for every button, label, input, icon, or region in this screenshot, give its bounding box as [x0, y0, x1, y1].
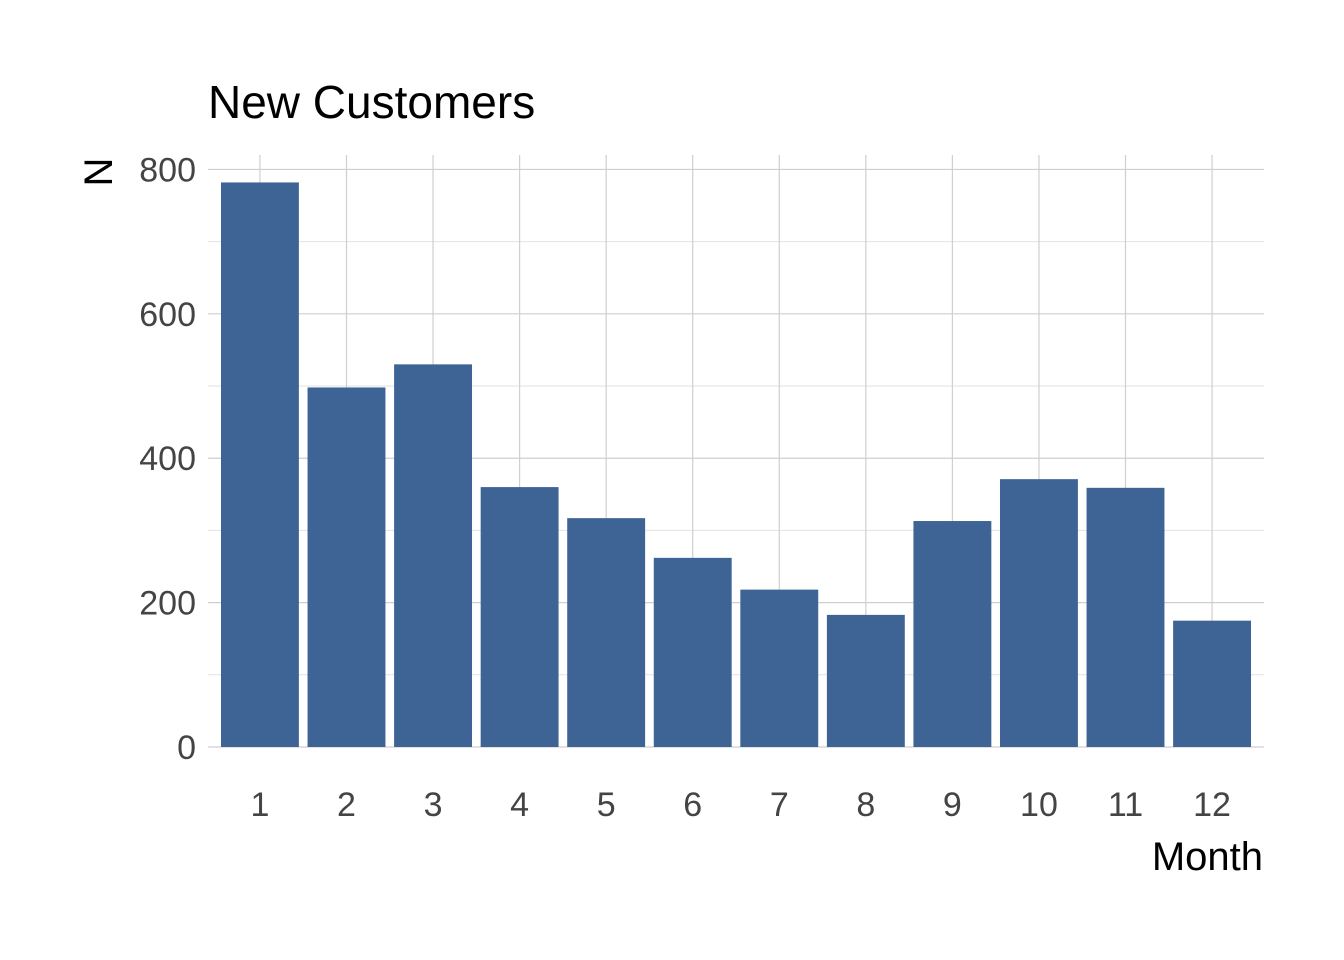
- bar-month-2: [307, 387, 386, 747]
- y-tick-label: 0: [177, 729, 196, 767]
- bar-month-7: [740, 589, 819, 747]
- bar-month-4: [480, 487, 559, 747]
- x-tick-label: 1: [250, 786, 269, 824]
- y-axis-title: N: [77, 158, 121, 187]
- bars-layer: [220, 182, 1252, 747]
- x-tick-label: 6: [683, 786, 702, 824]
- bar-month-3: [394, 364, 472, 747]
- y-tick-label: 600: [139, 296, 196, 334]
- y-tick-label: 400: [139, 440, 196, 478]
- bar-month-5: [567, 518, 646, 747]
- bar-month-11: [1086, 487, 1165, 747]
- x-tick-label: 10: [1020, 786, 1058, 824]
- x-tick-label: 5: [597, 786, 616, 824]
- y-tick-label: 800: [139, 151, 196, 189]
- bar-month-9: [913, 521, 992, 747]
- x-tick-label: 7: [770, 786, 789, 824]
- bar-month-6: [653, 557, 732, 747]
- bar-month-12: [1173, 620, 1252, 747]
- x-axis-title: Month: [1152, 835, 1263, 879]
- bar-month-8: [826, 614, 905, 747]
- y-tick-label: 200: [139, 585, 196, 623]
- bar-month-1: [220, 182, 299, 747]
- x-tick-label: 9: [943, 786, 962, 824]
- x-tick-label: 12: [1193, 786, 1231, 824]
- chart-title: New Customers: [208, 76, 535, 128]
- x-tick-label: 3: [424, 786, 443, 824]
- x-tick-label: 8: [856, 786, 875, 824]
- x-tick-label: 2: [337, 786, 356, 824]
- x-tick-label: 4: [510, 786, 529, 824]
- x-tick-label: 11: [1108, 786, 1143, 824]
- bar-month-10: [1000, 479, 1078, 747]
